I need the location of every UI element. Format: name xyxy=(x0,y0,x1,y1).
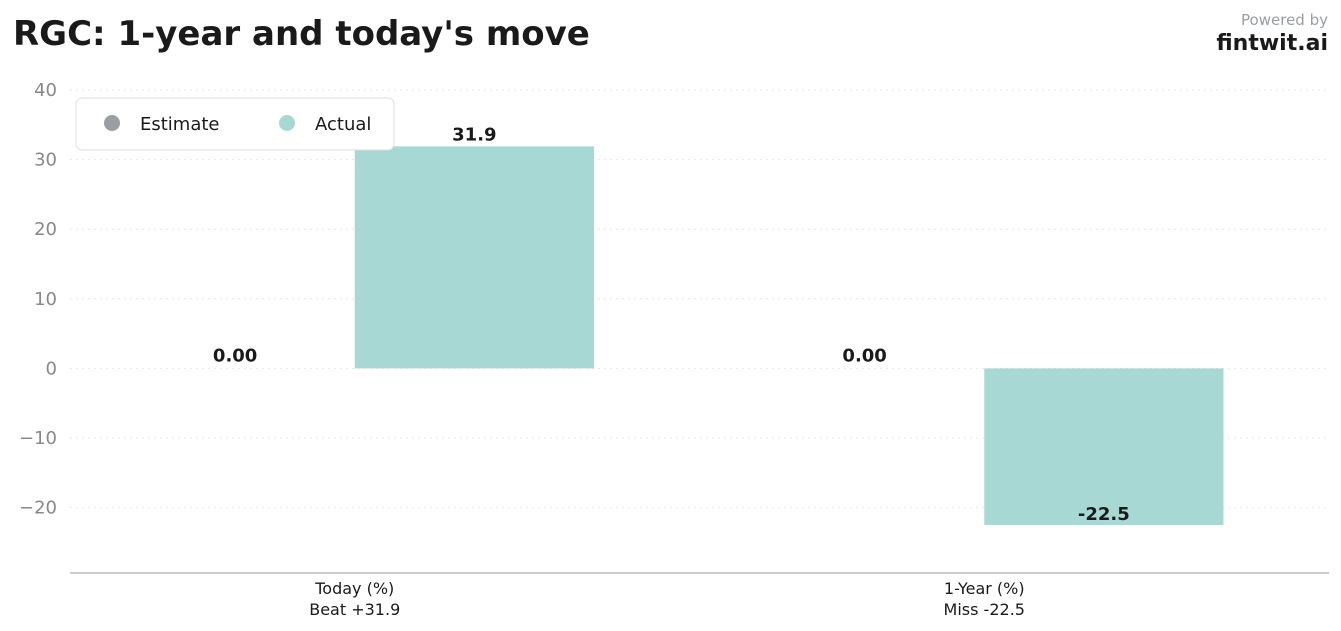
y-tick-label: 30 xyxy=(34,150,57,171)
bars xyxy=(354,146,1224,525)
x-axis-categories: Today (%) Beat +31.9 1-Year (%) Miss -22.5 xyxy=(309,579,1025,619)
legend-label-estimate: Estimate xyxy=(140,114,220,135)
y-tick-label: −20 xyxy=(19,498,57,519)
bar-actual-1 xyxy=(354,146,594,369)
y-tick-label: 20 xyxy=(34,219,57,240)
y-tick-label: 10 xyxy=(34,289,57,310)
y-tick-label: 0 xyxy=(46,358,57,379)
powered-by-text: Powered by xyxy=(1241,11,1328,29)
brand-name: fintwit.ai xyxy=(1216,31,1328,56)
y-tick-label: 40 xyxy=(34,80,57,101)
bar-actual-2 xyxy=(984,368,1224,525)
x-category-label: Today (%) xyxy=(314,579,394,598)
x-category-sublabel: Beat +31.9 xyxy=(309,600,400,619)
brand-block: Powered by fintwit.ai xyxy=(1216,11,1328,59)
data-label: -22.5 xyxy=(1078,504,1130,525)
y-tick-label: −10 xyxy=(19,428,57,449)
data-labels: 0.00 31.9 0.00 -22.5 xyxy=(213,124,1130,525)
y-axis-ticks: −20 −10 0 10 20 30 40 xyxy=(19,80,57,519)
legend-label-actual: Actual xyxy=(315,114,371,135)
data-label: 0.00 xyxy=(842,345,886,366)
x-category-sublabel: Miss -22.5 xyxy=(944,600,1025,619)
x-category-label: 1-Year (%) xyxy=(944,579,1025,598)
data-label: 0.00 xyxy=(213,345,257,366)
legend: Estimate Actual xyxy=(75,97,395,151)
legend-marker-actual xyxy=(279,115,295,131)
legend-marker-estimate xyxy=(104,115,120,131)
chart-title: RGC: 1-year and today's move xyxy=(13,14,590,54)
data-label: 31.9 xyxy=(452,124,496,145)
legend-box xyxy=(75,97,395,151)
